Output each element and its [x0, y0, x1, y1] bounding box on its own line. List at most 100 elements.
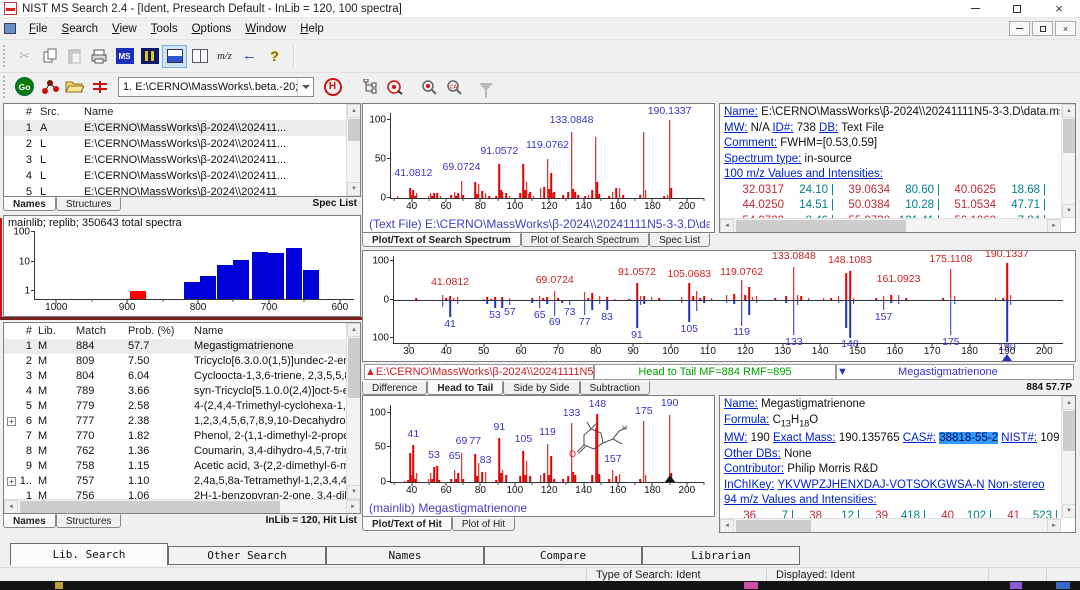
scroll-right-icon[interactable]: ► [346, 500, 360, 513]
hit-list-vscrollbar[interactable]: ▲ ▼ [346, 323, 360, 499]
table-row[interactable]: 8 M 762 1.36 Coumarin, 3,4-dihydro-4,5,7-tri… [4, 444, 346, 459]
help-icon[interactable]: ? [270, 48, 279, 64]
paste-icon[interactable] [62, 45, 87, 68]
chevron-down-icon[interactable] [297, 77, 313, 96]
hit-list-hscrollbar[interactable]: ◄ ► [4, 499, 360, 513]
scroll-up-icon[interactable]: ▲ [347, 104, 360, 118]
info-link[interactable]: 100 m/z Values and Intensities: [724, 168, 883, 180]
histogram-bar[interactable] [302, 269, 319, 299]
tab-plot-text-hit[interactable]: Plot/Text of Hit [362, 517, 452, 531]
scroll-thumb[interactable] [1063, 119, 1075, 153]
list-item[interactable]: 5 L E:\CERNO\MassWorks\β-2024\\202411 [4, 184, 346, 196]
bottom-tab-names[interactable]: Names [326, 546, 484, 565]
table-row[interactable]: 4 M 789 3.66 syn-Tricyclo[5.1.0.0(2,4)]oct-5… [4, 384, 346, 399]
scroll-down-icon[interactable]: ▼ [347, 182, 360, 196]
info-link[interactable]: Name: [724, 398, 758, 410]
info-link[interactable]: InChIKey: [724, 478, 775, 491]
hit-info-vscrollbar[interactable]: ▲ ▼ [1061, 396, 1075, 518]
histogram-bar[interactable] [286, 247, 303, 299]
toolbar-grip[interactable] [3, 75, 8, 98]
tab-plot-text-search[interactable]: Plot/Text of Search Spectrum [362, 233, 521, 247]
expand-icon[interactable]: + [7, 477, 16, 486]
expand-icon[interactable]: + [7, 417, 16, 426]
info-link[interactable]: YKVWPZJHENXDAJ-VOTSOKGWSA-N [777, 478, 985, 491]
table-row[interactable]: 2 M 809 7.50 Tricyclo[6.3.0.0(1,5)]undec-2-e… [4, 354, 346, 369]
info-link[interactable]: NIST#: [1001, 432, 1038, 445]
scroll-left-icon[interactable]: ◄ [720, 519, 734, 532]
table-row[interactable]: 5 M 779 2.58 4-(2,4,4-Trimethyl-cyclohexa-1,… [4, 399, 346, 414]
info-link[interactable]: Formula: [724, 413, 770, 426]
minimize-button[interactable] [954, 0, 996, 17]
scroll-thumb[interactable] [736, 220, 906, 232]
hierarchy-icon[interactable] [357, 75, 382, 98]
head-to-tail-plot[interactable]: 41.0812 69.0724 91.0572 105.0683 119.0762 133… [363, 251, 1075, 361]
print-icon[interactable] [87, 45, 112, 68]
bottom-tab-compare[interactable]: Compare [484, 546, 642, 565]
tab-spec-list[interactable]: Spec List [649, 233, 711, 247]
info-link[interactable]: Exact Mass: [773, 432, 836, 445]
info-link[interactable]: MW: [724, 432, 748, 445]
tile-windows-icon[interactable] [187, 45, 212, 68]
list-item[interactable]: 4 L E:\CERNO\MassWorks\β-2024\\202411... [4, 168, 346, 184]
scroll-thumb[interactable] [20, 501, 280, 513]
scroll-down-icon[interactable]: ▼ [1062, 204, 1075, 218]
zoom-search-icon[interactable] [417, 75, 442, 98]
scroll-up-icon[interactable]: ▲ [347, 323, 360, 337]
scroll-thumb[interactable] [348, 338, 360, 398]
histogram-bar[interactable] [232, 260, 249, 299]
table-row[interactable]: 1M 756 1.06 2H-1-benzopyran-2-one, 3,4-dihy… [4, 489, 346, 501]
tab-structures[interactable]: Structures [55, 197, 122, 211]
bottom-tab-lib-search[interactable]: Lib. Search [10, 543, 168, 566]
bottom-tab-librarian[interactable]: Librarian [642, 546, 800, 565]
tab-plot-search[interactable]: Plot of Search Spectrum [520, 233, 650, 247]
tab-head-to-tail[interactable]: Head to Tail [427, 381, 504, 395]
menu-file[interactable]: File [29, 22, 48, 35]
incremental-search-icon[interactable] [382, 75, 407, 98]
scroll-left-icon[interactable]: ◄ [720, 219, 734, 232]
back-arrow-icon[interactable]: ← [242, 47, 257, 64]
tab-plot-hit[interactable]: Plot of Hit [451, 517, 516, 531]
info-link[interactable]: Contributor: [724, 463, 785, 476]
menu-search[interactable]: Search [61, 22, 98, 35]
scroll-right-icon[interactable]: ► [1047, 219, 1061, 232]
info-link[interactable]: Spectrum type: [724, 152, 802, 165]
scroll-up-icon[interactable]: ▲ [1062, 104, 1075, 118]
tab-side-by-side[interactable]: Side by Side [503, 381, 580, 395]
histogram-bar[interactable] [129, 291, 146, 299]
scroll-down-icon[interactable]: ▼ [1062, 504, 1075, 518]
scroll-down-icon[interactable]: ▼ [347, 485, 360, 499]
column-header[interactable]: Prob. (%) [128, 325, 175, 337]
info-link[interactable]: MW: [724, 121, 748, 134]
column-header[interactable]: Lib. [38, 325, 56, 337]
histogram-bar[interactable] [216, 264, 233, 299]
list-item[interactable]: 2 L E:\CERNO\MassWorks\β-2024\\202411... [4, 136, 346, 152]
cut-icon[interactable]: ✂ [19, 48, 30, 63]
tab-subtraction[interactable]: Subtraction [579, 381, 651, 395]
bottom-tab-other-search[interactable]: Other Search [168, 546, 326, 565]
filter-icon[interactable] [473, 75, 498, 98]
histogram-bar[interactable] [199, 276, 216, 299]
scroll-right-icon[interactable]: ► [1047, 519, 1061, 532]
spectrum-combo[interactable]: 1. E:\CERNO\MassWorks\.beta.-20; [118, 76, 314, 97]
scroll-up-icon[interactable]: ▲ [1062, 396, 1075, 410]
info-link[interactable]: Other DBs: [724, 447, 781, 460]
table-row[interactable]: 7M 770 1.82 Phenol, 2-(1,1-dimethyl-2-prope… [4, 429, 346, 444]
taskbar-item[interactable] [1056, 582, 1070, 589]
column-header[interactable]: Name [84, 106, 114, 118]
table-row[interactable]: 6 + M 777 2.38 1,2,3,4,5,6,7,8,9,10-Decahydro… [4, 414, 346, 429]
info-link[interactable]: Comment: [724, 137, 778, 149]
go-button[interactable]: Go [12, 75, 37, 98]
scroll-thumb[interactable] [736, 520, 811, 532]
restore-button[interactable] [996, 0, 1038, 17]
column-header[interactable]: Name [194, 325, 224, 337]
info-link[interactable]: ID#: [772, 121, 794, 134]
histogram-bar[interactable] [184, 282, 201, 299]
copy-icon[interactable] [37, 45, 62, 68]
spec-info-hscrollbar[interactable]: ◄ ► [720, 218, 1061, 232]
ms-window-icon[interactable]: MS [112, 45, 137, 68]
menu-help[interactable]: Help [300, 22, 324, 35]
table-row[interactable]: 1.. + M 757 1.10 2,4a,5,8a-Tetramethyl-1,2,3,… [4, 474, 346, 489]
taskbar-item[interactable] [1010, 582, 1022, 589]
mdi-close-button[interactable]: × [1055, 21, 1076, 36]
scroll-thumb[interactable] [348, 119, 360, 141]
